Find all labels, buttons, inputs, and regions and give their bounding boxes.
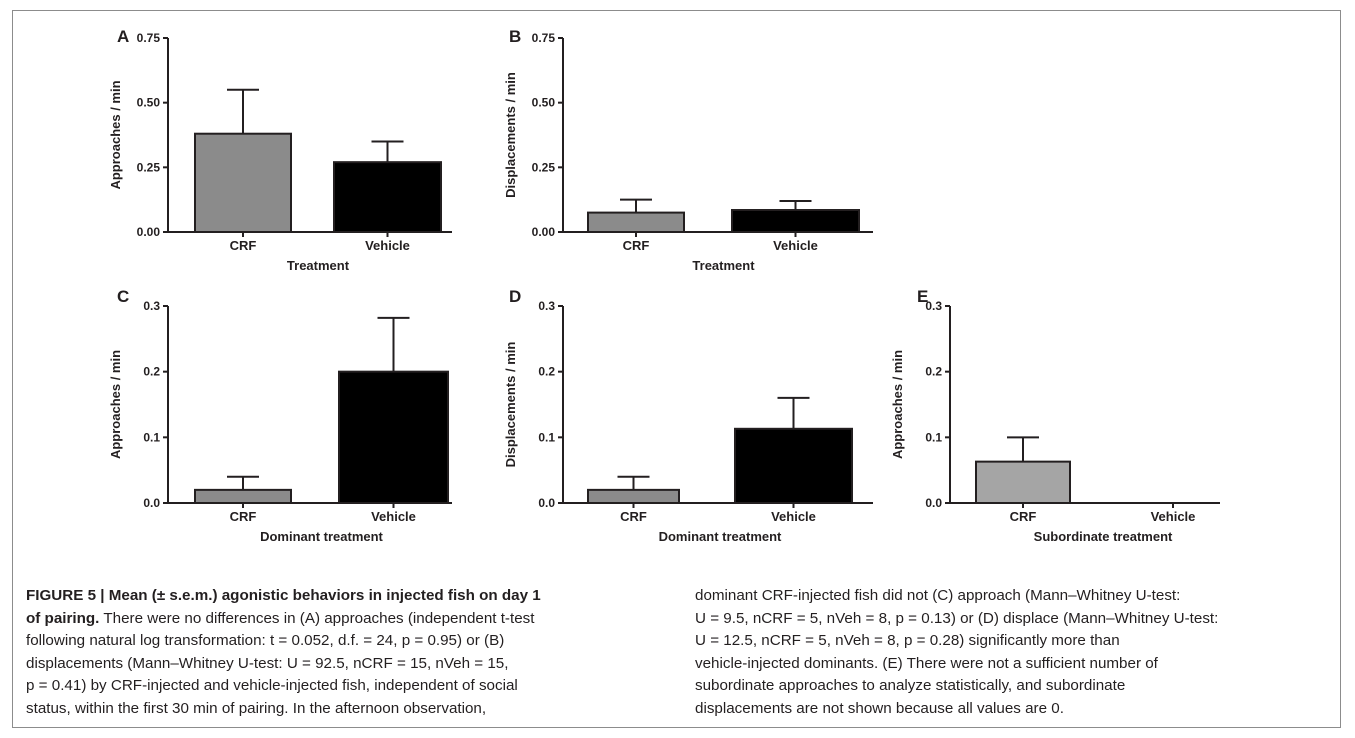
panel-a-y-tick-label: 0.25 — [137, 160, 161, 174]
panel-a-category-label: Vehicle — [365, 238, 410, 253]
panel-b-x-label: Treatment — [692, 258, 755, 273]
figure-frame — [12, 10, 1341, 728]
panel-b-category-label: CRF — [623, 238, 650, 253]
panel-d-category-label: CRF — [620, 509, 647, 524]
panel-d-category-label: Vehicle — [771, 509, 816, 524]
caption-line-2: of pairing. There were no differences in… — [26, 609, 535, 627]
panel-a-letter: A — [117, 27, 129, 46]
panel-b-bar-crf — [587, 211, 685, 234]
panel-b-y-tick-label: 0.50 — [532, 96, 556, 110]
caption-line-1: FIGURE 5 | Mean (± s.e.m.) agonistic beh… — [26, 587, 541, 604]
panel-e-y-label: Approaches / min — [890, 350, 905, 459]
panel-a-bar-crf — [194, 132, 292, 233]
panel-d-y-tick-label: 0.1 — [538, 430, 555, 444]
panel-a-x-label: Treatment — [287, 258, 350, 273]
caption-line-5: p = 0.41) by CRF-injected and vehicle-in… — [26, 677, 518, 694]
caption-right-line-5: subordinate approaches to analyze statis… — [695, 677, 1126, 694]
panel-e-y-tick-label: 0.0 — [925, 496, 942, 510]
panel-d-bar-crf — [587, 488, 680, 505]
panel-c-bar-crf — [194, 488, 292, 505]
panel-e-x-label: Subordinate treatment — [1034, 529, 1173, 544]
panel-e-category-label: Vehicle — [1151, 509, 1196, 524]
panel-d-bar-vehicle — [734, 427, 853, 504]
panel-d-y-tick-label: 0.0 — [538, 496, 555, 510]
panel-b-y-tick-label: 0.25 — [532, 160, 556, 174]
panel-e-bar-crf — [975, 460, 1071, 505]
panel-b-y-tick-label: 0.75 — [532, 31, 556, 45]
panel-a-bar-vehicle — [333, 161, 442, 233]
caption-line-6: status, within the first 30 min of pairi… — [26, 699, 487, 717]
caption-line-3: following natural log transformation: t … — [26, 632, 505, 649]
panel-c-category-label: CRF — [230, 509, 257, 524]
panel-c-x-label: Dominant treatment — [260, 529, 383, 544]
panel-c-category-label: Vehicle — [371, 509, 416, 524]
caption-left-column: FIGURE 5 | Mean (± s.e.m.) agonistic beh… — [26, 585, 656, 720]
panel-e-y-tick-label: 0.3 — [925, 299, 942, 313]
panel-b-category-label: Vehicle — [773, 238, 818, 253]
panel-d-y-tick-label: 0.3 — [538, 299, 555, 313]
caption-line-4: displacements (Mann–Whitney U-test: U = … — [26, 654, 509, 672]
panel-d-x-label: Dominant treatment — [659, 529, 782, 544]
panel-c-y-tick-label: 0.1 — [143, 430, 160, 444]
panel-c-y-tick-label: 0.3 — [143, 299, 160, 313]
panel-a-y-label: Approaches / min — [108, 80, 123, 189]
panel-d-letter: D — [509, 287, 521, 306]
panel-b-bar-vehicle — [731, 209, 860, 234]
panel-e-y-tick-label: 0.1 — [925, 430, 942, 444]
panel-c-y-label: Approaches / min — [108, 350, 123, 459]
panel-d-y-label: Displacements / min — [503, 342, 518, 468]
panel-c-y-tick-label: 0.0 — [143, 496, 160, 510]
figure-charts: A 0.00 0.25 0.50 0.75 Approaches / min CRF Vehi… — [108, 27, 1220, 544]
caption-right-line-3: U = 12.5, nCRF = 5, nVeh = 8, p = 0.28) … — [695, 632, 1120, 649]
panel-a-y-tick-label: 0.75 — [137, 31, 161, 45]
panel-c-letter: C — [117, 287, 129, 306]
caption-right-line-1: dominant CRF-injected fish did not (C) a… — [695, 587, 1181, 604]
panel-a-y-tick-label: 0.00 — [137, 225, 161, 239]
caption-right-column: dominant CRF-injected fish did not (C) a… — [695, 585, 1325, 720]
panel-c-y-tick-label: 0.2 — [143, 365, 160, 379]
panel-c-bar-vehicle — [338, 370, 449, 504]
panel-d-y-tick-label: 0.2 — [538, 365, 555, 379]
caption-right-line-4: vehicle-injected dominants. (E) There we… — [695, 654, 1158, 672]
panel-a-category-label: CRF — [230, 238, 257, 253]
panel-e-category-label: CRF — [1010, 509, 1037, 524]
panel-b-y-label: Displacements / min — [503, 72, 518, 198]
panel-b-y-tick-label: 0.00 — [532, 225, 556, 239]
panel-e-y-tick-label: 0.2 — [925, 365, 942, 379]
panel-b-letter: B — [509, 27, 521, 46]
caption-right-line-2: U = 9.5, nCRF = 5, nVeh = 8, p = 0.13) o… — [695, 609, 1219, 627]
panel-a-y-tick-label: 0.50 — [137, 96, 161, 110]
caption-right-line-6: displacements are not shown because all … — [695, 699, 1064, 717]
panel-e-letter: E — [917, 287, 928, 306]
